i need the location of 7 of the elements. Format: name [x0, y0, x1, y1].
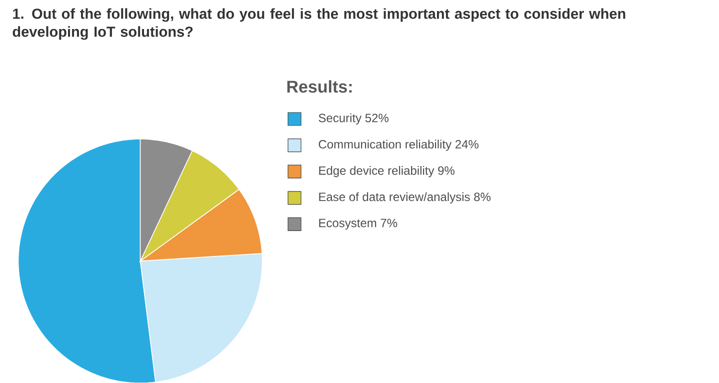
legend-label: Ecosystem 7%: [319, 218, 398, 230]
legend-label: Edge device reliability 9%: [319, 166, 454, 178]
legend-label: Communication reliability 24%: [318, 140, 478, 151]
legend-label: Security 52%: [318, 113, 388, 125]
legend-title: Results:: [287, 80, 352, 93]
chart-title: 1. Out of the following, what do you feel is the most important aspect to consider when developing IoT solutions?: [12, 8, 626, 40]
legend-label: Ease of data review/analysis 8%: [319, 192, 491, 204]
